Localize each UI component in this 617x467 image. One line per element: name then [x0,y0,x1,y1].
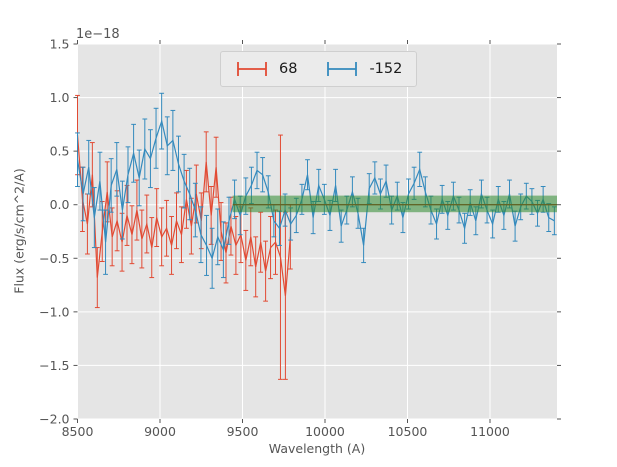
y-tick-label: 1.0 [50,90,70,105]
y-tick-label: −1.5 [39,358,69,373]
errorbar-icon [237,62,267,76]
x-tick-label: 11000 [470,424,510,439]
legend: 68 -152 [220,51,418,87]
legend-item-68: 68 [235,59,297,79]
x-tick-label: 9500 [227,424,259,439]
legend-label: -152 [369,61,403,77]
legend-label: 68 [279,61,298,77]
errorbar-icon [327,62,358,76]
y-tick-label: −2.0 [39,412,69,427]
y-tick-label: 1.5 [50,37,70,52]
x-axis-label: Wavelength (A) [268,441,366,456]
series-68-line [76,135,291,296]
axes-background [77,44,557,419]
y-axis-label: Flux (erg/s/cm^2/A) [11,168,27,294]
y-tick-label: 0.0 [50,197,70,212]
highlight-band [232,195,557,213]
y-tick-label: −1.0 [39,304,69,319]
legend-item-minus152: -152 [325,59,402,79]
x-tick-label: 9000 [144,424,176,439]
x-tick-label: 10000 [305,424,345,439]
y-tick-label: 0.5 [50,144,70,159]
x-tick-label: 10500 [388,424,428,439]
y-axis-offset-text: 1e−18 [76,27,120,42]
x-tick-labels: 8500 9000 9500 10000 10500 11000 [62,424,510,439]
y-tick-labels: 1.5 1.0 0.5 0.0 −0.5 −1.0 −1.5 −2.0 [39,37,69,427]
x-tick-label: 8500 [62,424,94,439]
y-tick-label: −0.5 [39,251,69,266]
tick-marks [73,40,561,423]
